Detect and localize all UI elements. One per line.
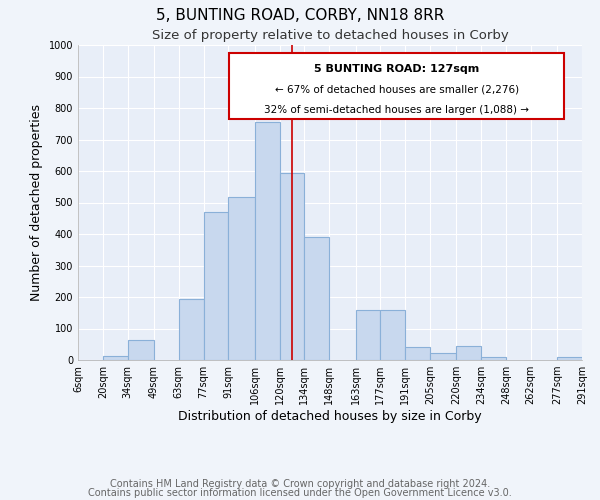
Text: 32% of semi-detached houses are larger (1,088) →: 32% of semi-detached houses are larger (…: [264, 105, 529, 115]
Bar: [280, 172, 304, 360]
Bar: [430, 353, 457, 360]
Title: Size of property relative to detached houses in Corby: Size of property relative to detached ho…: [152, 30, 508, 43]
Bar: [481, 357, 506, 360]
Bar: [255, 122, 280, 360]
Bar: [304, 237, 329, 360]
Text: ← 67% of detached houses are smaller (2,276): ← 67% of detached houses are smaller (2,…: [275, 84, 519, 94]
X-axis label: Distribution of detached houses by size in Corby: Distribution of detached houses by size …: [178, 410, 482, 423]
Bar: [203, 212, 229, 360]
Bar: [405, 347, 430, 360]
Y-axis label: Number of detached properties: Number of detached properties: [30, 104, 43, 301]
Bar: [128, 340, 154, 360]
Bar: [356, 310, 380, 360]
Bar: [229, 197, 255, 360]
Text: Contains public sector information licensed under the Open Government Licence v3: Contains public sector information licen…: [88, 488, 512, 498]
Bar: [380, 310, 405, 360]
Bar: [557, 357, 582, 360]
Bar: [103, 356, 128, 360]
Bar: [179, 298, 203, 360]
Text: 5, BUNTING ROAD, CORBY, NN18 8RR: 5, BUNTING ROAD, CORBY, NN18 8RR: [156, 8, 444, 22]
Text: 5 BUNTING ROAD: 127sqm: 5 BUNTING ROAD: 127sqm: [314, 64, 479, 74]
FancyBboxPatch shape: [229, 53, 565, 119]
Bar: [457, 346, 481, 360]
Text: Contains HM Land Registry data © Crown copyright and database right 2024.: Contains HM Land Registry data © Crown c…: [110, 479, 490, 489]
